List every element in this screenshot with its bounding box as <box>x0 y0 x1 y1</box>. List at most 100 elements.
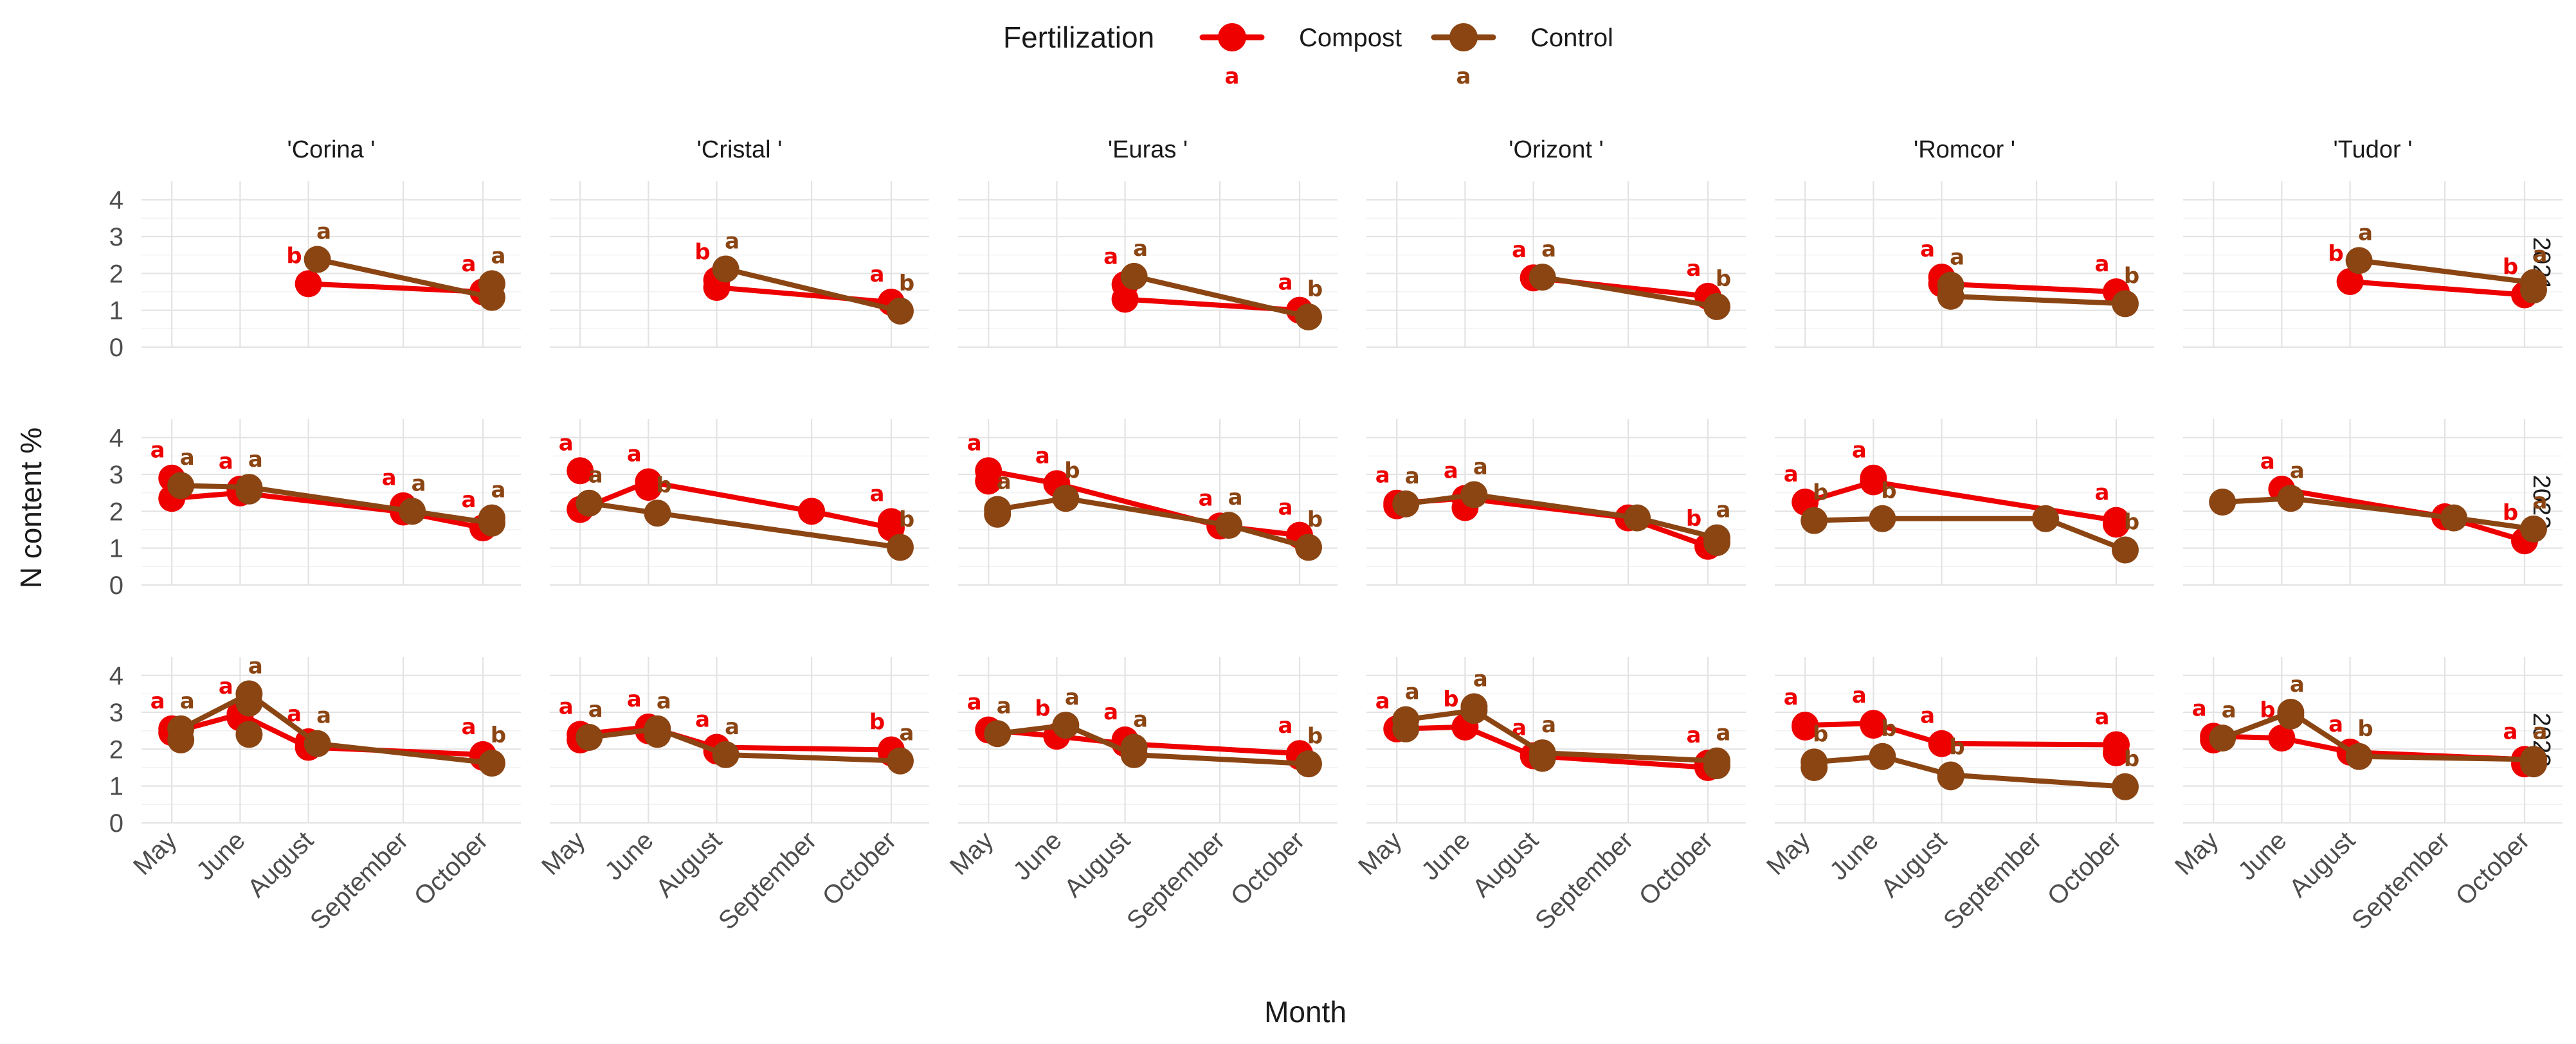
y-tick-label: 3 <box>109 461 123 489</box>
y-tick-label: 0 <box>109 572 123 600</box>
significance-letter-control: a <box>2222 698 2236 723</box>
significance-letter-control: b <box>1307 723 1323 749</box>
significance-letter-compost: a <box>219 449 233 474</box>
data-point-control <box>167 472 195 500</box>
x-tick-label: August <box>651 826 727 903</box>
x-tick-label: September <box>2346 826 2455 935</box>
series-line-control <box>1948 293 2128 307</box>
significance-letter-control: a <box>180 688 195 714</box>
x-tick-label: June <box>1008 826 1067 885</box>
x-tick-label: October <box>2042 826 2127 911</box>
data-point-control <box>399 498 426 525</box>
x-axis-title: Month <box>1264 995 1347 1029</box>
significance-letter-compost: a <box>1920 237 1935 262</box>
significance-letter-compost: a <box>219 674 233 699</box>
significance-letter-control: b <box>491 723 506 748</box>
replicate-point-control <box>478 270 505 298</box>
significance-letter-control: a <box>588 697 603 723</box>
x-tick-label: May <box>945 826 999 881</box>
series-line-control <box>995 723 1311 767</box>
y-tick-label: 0 <box>109 809 123 838</box>
significance-letter-compost: a <box>1375 688 1390 714</box>
significance-letter-compost: b <box>694 240 710 266</box>
replicate-point-compost <box>1860 712 1887 739</box>
series-line-control <box>314 256 494 300</box>
significance-letter-control: b <box>2124 510 2139 536</box>
facet-strip-label: 'Euras ' <box>1108 136 1188 163</box>
significance-letter-compost: a <box>1852 683 1867 708</box>
x-tick-label: June <box>1824 826 1883 885</box>
y-tick-label: 4 <box>109 662 123 690</box>
data-point-control <box>1392 490 1420 518</box>
significance-letter-control: a <box>316 703 331 729</box>
significance-letter-control: a <box>1473 455 1488 480</box>
data-point-control <box>576 723 603 751</box>
replicate-point-control <box>235 689 263 717</box>
data-point-control <box>304 730 331 757</box>
x-tick-label: October <box>2451 826 2535 911</box>
significance-letter-control: a <box>2358 220 2373 246</box>
significance-letter-compost: a <box>462 714 476 740</box>
data-point-control <box>984 720 1011 748</box>
significance-letter-control: a <box>180 445 195 471</box>
significance-letter-control: a <box>1541 237 1556 262</box>
significance-letter-compost: a <box>1687 723 1701 748</box>
replicate-point-control <box>984 500 1011 528</box>
facet-strip-label: 'Cristal ' <box>697 136 783 163</box>
significance-letter-control: a <box>2533 489 2548 514</box>
significance-letter-compost: a <box>1512 237 1527 263</box>
significance-letter-compost: a <box>695 706 710 732</box>
data-point-control <box>2345 247 2373 274</box>
significance-letter-compost: a <box>2095 251 2110 277</box>
significance-letter-control: a <box>1716 721 1731 746</box>
x-tick-label: September <box>305 826 413 935</box>
significance-letter-control: a <box>1133 236 1148 262</box>
data-point-control <box>1120 262 1148 290</box>
data-point-control <box>576 489 603 517</box>
legend-sig-letter: a <box>1456 64 1471 89</box>
x-tick-label: August <box>1876 826 1952 903</box>
y-tick-label: 2 <box>109 735 123 764</box>
x-tick-label: August <box>2284 826 2361 903</box>
y-tick-label: 4 <box>109 186 123 215</box>
x-tick-label: September <box>1530 826 1638 935</box>
replicate-point-control <box>1392 715 1420 742</box>
data-point-control <box>1869 742 1896 770</box>
significance-letter-control: a <box>1228 485 1243 510</box>
data-point-control <box>1052 712 1080 739</box>
significance-letter-compost: b <box>1686 506 1701 532</box>
series-line-compost <box>2279 486 2527 544</box>
significance-letter-compost: a <box>2328 712 2343 737</box>
significance-letter-compost: b <box>869 709 885 735</box>
significance-letter-control: a <box>588 463 603 489</box>
replicate-point-compost <box>1860 464 1887 492</box>
series-line-control <box>1403 708 1719 764</box>
significance-letter-control: a <box>412 471 426 496</box>
replicate-point-compost <box>975 467 1002 495</box>
significance-letter-compost: a <box>150 438 165 464</box>
significance-letter-control: a <box>725 228 739 254</box>
significance-letter-compost: a <box>1103 699 1118 725</box>
legend: Fertilization Compost a Control a <box>1003 21 1613 89</box>
series-line-compost <box>986 468 1302 538</box>
data-point-control <box>2345 742 2373 770</box>
legend-title: Fertilization <box>1003 21 1154 54</box>
legend-label: Compost <box>1299 24 1402 52</box>
data-point-control <box>1624 504 1651 532</box>
significance-letter-compost: b <box>1035 696 1050 721</box>
significance-letter-compost: a <box>1784 462 1799 487</box>
significance-letter-control: b <box>2124 746 2139 772</box>
facet-strip-label: 'Corina ' <box>287 136 375 163</box>
significance-letter-control: b <box>1064 458 1080 483</box>
data-point-control <box>2112 290 2139 318</box>
x-tick-label: August <box>242 826 319 903</box>
series-line-compost <box>1802 479 2119 523</box>
data-point-control <box>1528 264 1556 291</box>
facet-strip-label: 'Orizont ' <box>1509 136 1604 163</box>
data-point-control <box>887 297 914 325</box>
series-line-compost <box>2347 278 2527 298</box>
data-point-control <box>1052 485 1080 512</box>
significance-letter-control: a <box>491 243 506 269</box>
significance-letter-control: b <box>1881 716 1896 742</box>
y-tick-label: 4 <box>109 424 123 453</box>
